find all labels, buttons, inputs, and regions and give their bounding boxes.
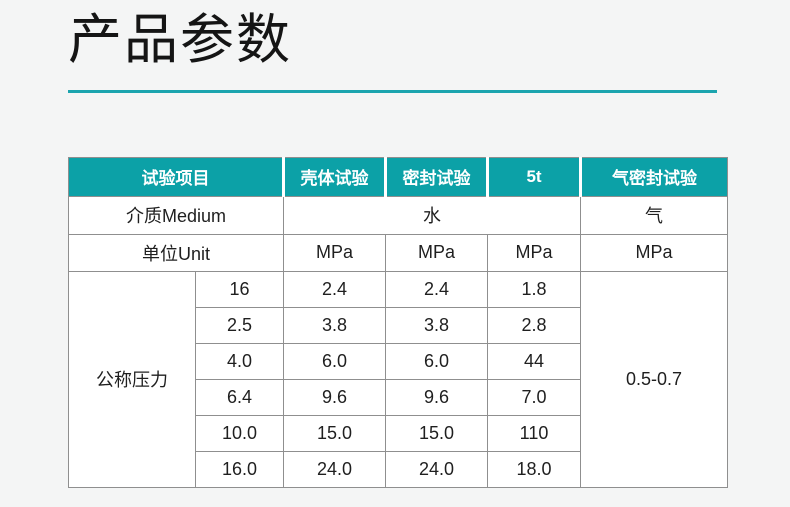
pressure-dn: 6.4 bbox=[195, 378, 284, 416]
5t-value: 18.0 bbox=[487, 450, 581, 488]
shell-value: 15.0 bbox=[283, 414, 386, 452]
parameters-table: 试验项目 壳体试验 密封试验 5t 气密封试验 介质Medium 水 气 单位U… bbox=[68, 156, 728, 488]
pressure-row-5: 10.0 15.0 15.0 110 bbox=[69, 414, 728, 452]
5t-value: 2.8 bbox=[487, 306, 581, 344]
unit-5t: MPa bbox=[487, 233, 581, 272]
pressure-row-2: 2.5 3.8 3.8 2.8 bbox=[69, 306, 728, 344]
shell-value: 9.6 bbox=[283, 378, 386, 416]
unit-row: 单位Unit MPa MPa MPa MPa bbox=[68, 233, 728, 272]
gas-seal-range: 0.5-0.7 bbox=[580, 270, 728, 488]
pressure-dn: 2.5 bbox=[195, 306, 284, 344]
shell-value: 24.0 bbox=[283, 450, 386, 488]
table-header-row: 试验项目 壳体试验 密封试验 5t 气密封试验 bbox=[68, 156, 728, 197]
pressure-label: 公称压力 bbox=[68, 270, 196, 488]
seal-value: 6.0 bbox=[385, 342, 488, 380]
header-5t: 5t bbox=[486, 156, 581, 197]
5t-value: 7.0 bbox=[487, 378, 581, 416]
pressure-dn: 16 bbox=[195, 270, 284, 308]
seal-value: 24.0 bbox=[385, 450, 488, 488]
unit-seal: MPa bbox=[385, 233, 488, 272]
5t-value: 110 bbox=[487, 414, 581, 452]
shell-value: 2.4 bbox=[283, 270, 386, 308]
pressure-row-4: 6.4 9.6 9.6 7.0 bbox=[69, 378, 728, 416]
seal-value: 3.8 bbox=[385, 306, 488, 344]
medium-gas-value: 气 bbox=[580, 195, 728, 235]
5t-value: 1.8 bbox=[487, 270, 581, 308]
pressure-dn: 4.0 bbox=[195, 342, 284, 380]
header-seal-test: 密封试验 bbox=[384, 156, 488, 197]
medium-water-value: 水 bbox=[283, 195, 581, 235]
unit-shell: MPa bbox=[283, 233, 386, 272]
header-shell-test: 壳体试验 bbox=[282, 156, 386, 197]
shell-value: 6.0 bbox=[283, 342, 386, 380]
seal-value: 2.4 bbox=[385, 270, 488, 308]
medium-label: 介质Medium bbox=[68, 195, 284, 235]
seal-value: 15.0 bbox=[385, 414, 488, 452]
shell-value: 3.8 bbox=[283, 306, 386, 344]
header-gas-seal-test: 气密封试验 bbox=[579, 156, 728, 197]
5t-value: 44 bbox=[487, 342, 581, 380]
medium-row: 介质Medium 水 气 bbox=[68, 195, 728, 235]
pressure-dn: 16.0 bbox=[195, 450, 284, 488]
title-underline bbox=[68, 89, 717, 93]
unit-gas: MPa bbox=[580, 233, 728, 272]
seal-value: 9.6 bbox=[385, 378, 488, 416]
pressure-row-3: 4.0 6.0 6.0 44 bbox=[69, 342, 728, 380]
pressure-row-6: 16.0 24.0 24.0 18.0 bbox=[69, 450, 728, 488]
page-title: 产品参数 bbox=[68, 10, 292, 70]
header-test-item: 试验项目 bbox=[68, 156, 284, 197]
unit-label: 单位Unit bbox=[68, 233, 284, 272]
pressure-row-1: 公称压力 16 2.4 2.4 1.8 0.5-0.7 bbox=[68, 270, 728, 488]
pressure-dn: 10.0 bbox=[195, 414, 284, 452]
